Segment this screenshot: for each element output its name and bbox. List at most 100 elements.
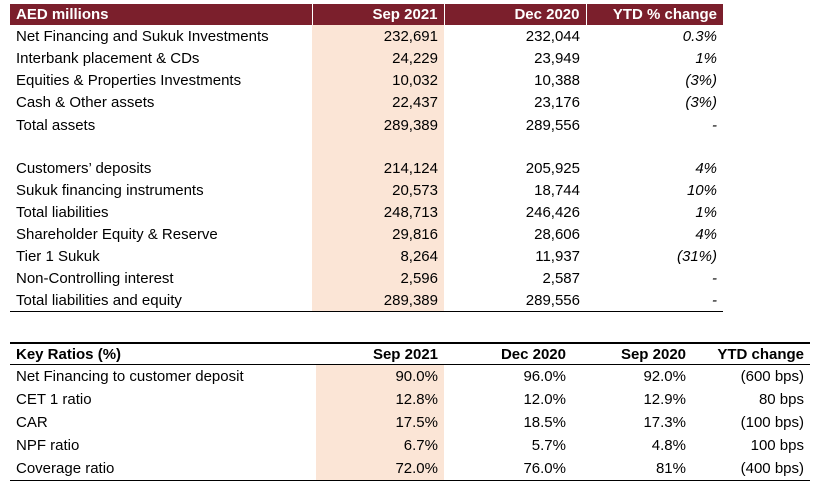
cell-ytd: 4% [695,225,717,243]
table-row: Total liabilities 248,713 246,426 1% [10,201,723,223]
header-key-ratios: Key Ratios (%) [10,342,316,365]
cell-sep-2021: 24,229 [312,47,444,69]
cell-dec-2020: 5.7% [531,437,566,454]
cell-ytd: (3%) [685,93,717,111]
cell-dec-2020: 2,587 [542,269,580,287]
balance-sheet-header-row: AED millions Sep 2021 Dec 2020 YTD % cha… [10,4,723,25]
table-row: Equities & Properties Investments 10,032… [10,69,723,91]
header-dec-2020: Dec 2020 [443,4,586,25]
cell-ytd: (100 bps) [740,414,804,431]
table-row: Sukuk financing instruments 20,573 18,74… [10,179,723,201]
row-label: Non-Controlling interest [16,269,174,287]
table-row: Shareholder Equity & Reserve 29,816 28,6… [10,223,723,245]
row-label: Customers’ deposits [16,159,152,177]
header-aed-millions: AED millions [10,4,312,25]
cell-dec-2020: 232,044 [525,27,580,45]
cell-ytd: 1% [695,203,717,221]
cell-sep-2021: 289,389 [312,289,444,312]
table-row: CAR 17.5% 18.5% 17.3% (100 bps) [10,411,810,434]
cell-sep-2021: 289,389 [312,113,444,137]
cell-sep-2020: 92.0% [643,368,686,385]
cell-sep-2020: 4.8% [651,437,686,454]
cell-ytd: - [712,116,717,134]
cell-ytd: 0.3% [682,27,717,45]
cell-dec-2020: 246,426 [525,203,580,221]
key-ratios-header-row: Key Ratios (%) Sep 2021 Dec 2020 Sep 202… [10,342,810,365]
cell-sep-2021: 232,691 [312,25,444,47]
spacer-row [10,137,723,157]
cell-ytd: 10% [686,181,717,199]
cell-dec-2020: 23,949 [534,49,580,67]
cell-dec-2020: 11,937 [535,247,580,265]
table-row-total-assets: Total assets 289,389 289,556 - [10,113,723,137]
cell-sep-2021: 72.0% [316,457,444,481]
row-label: Total assets [16,116,96,134]
row-label: Net Financing and Sukuk Investments [16,27,269,45]
cell-dec-2020: 28,606 [534,225,580,243]
cell-ytd: (3%) [685,71,717,89]
cell-ytd: 1% [695,49,717,67]
table-row-total-liabilities-equity: Total liabilities and equity 289,389 289… [10,289,723,312]
header-sep-2020: Sep 2020 [572,342,692,365]
cell-dec-2020: 289,556 [444,289,586,312]
cell-sep-2021: 2,596 [312,267,444,289]
cell-dec-2020: 205,925 [525,159,580,177]
table-row: Interbank placement & CDs 24,229 23,949 … [10,47,723,69]
cell-sep-2021: 17.5% [316,411,444,434]
spacer-cell [586,137,723,157]
header-sep-2021: Sep 2021 [316,342,444,365]
row-label: Shareholder Equity & Reserve [16,225,218,243]
table-row: Cash & Other assets 22,437 23,176 (3%) [10,91,723,113]
cell-sep-2021: 6.7% [316,434,444,457]
cell-ytd: 80 bps [758,391,804,408]
cell-sep-2021: 214,124 [312,157,444,179]
cell-sep-2021: 90.0% [316,364,444,388]
cell-dec-2020: 18.5% [523,414,566,431]
table-row: Net Financing and Sukuk Investments 232,… [10,25,723,47]
row-label: Equities & Properties Investments [16,71,242,89]
cell-sep-2021: 8,264 [312,245,444,267]
table-row: CET 1 ratio 12.8% 12.0% 12.9% 80 bps [10,388,810,411]
row-label: CET 1 ratio [16,391,92,408]
table-row: Non-Controlling interest 2,596 2,587 - [10,267,723,289]
cell-ytd: 4% [695,159,717,177]
table-row: Tier 1 Sukuk 8,264 11,937 (31%) [10,245,723,267]
cell-sep-2021: 248,713 [312,201,444,223]
cell-ytd: - [586,289,723,312]
row-label: Total liabilities and equity [10,289,312,312]
header-ytd-change: YTD change [692,342,810,365]
cell-sep-2020: 17.3% [643,414,686,431]
row-label: Cash & Other assets [16,93,155,111]
row-label: NPF ratio [16,437,80,454]
spacer-cell [444,137,586,157]
cell-dec-2020: 12.0% [523,391,566,408]
row-label: CAR [16,414,48,431]
cell-sep-2021: 10,032 [312,69,444,91]
cell-sep-2021: 22,437 [312,91,444,113]
cell-dec-2020: 289,556 [525,116,580,134]
row-label: Coverage ratio [10,457,316,481]
cell-sep-2021: 29,816 [312,223,444,245]
cell-sep-2021: 20,573 [312,179,444,201]
header-dec-2020: Dec 2020 [444,342,572,365]
balance-sheet-table: AED millions Sep 2021 Dec 2020 YTD % cha… [10,4,723,312]
spacer-cell [10,137,312,157]
row-label: Interbank placement & CDs [16,49,200,67]
row-label: Total liabilities [16,203,109,221]
cell-ytd: (600 bps) [740,368,804,385]
cell-sep-2020: 81% [572,457,692,481]
cell-ytd: - [712,269,717,287]
cell-ytd: 100 bps [750,437,804,454]
cell-ytd: (31%) [676,247,717,265]
cell-dec-2020: 96.0% [523,368,566,385]
cell-dec-2020: 76.0% [444,457,572,481]
row-label: Net Financing to customer deposit [16,368,244,385]
table-row: Customers’ deposits 214,124 205,925 4% [10,157,723,179]
cell-sep-2020: 12.9% [643,391,686,408]
spacer-cell [312,137,444,157]
cell-ytd: (400 bps) [692,457,810,481]
table-row: NPF ratio 6.7% 5.7% 4.8% 100 bps [10,434,810,457]
row-label: Sukuk financing instruments [16,181,204,199]
row-label: Tier 1 Sukuk [16,247,100,265]
cell-dec-2020: 10,388 [534,71,580,89]
